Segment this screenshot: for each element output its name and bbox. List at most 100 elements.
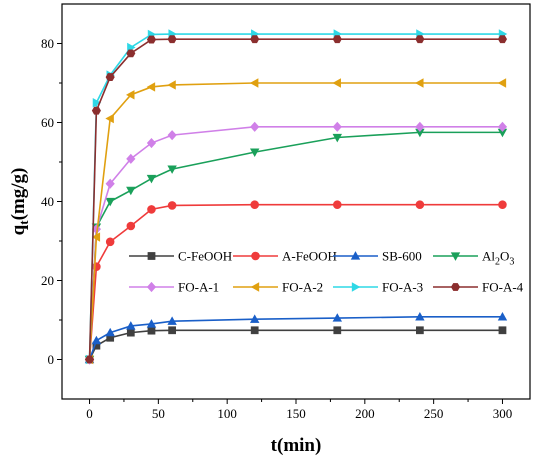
- data-point: [415, 35, 425, 44]
- x-axis-title: t(min): [271, 435, 322, 456]
- legend-entry: FO-A-4: [433, 280, 524, 295]
- data-point: [167, 201, 177, 210]
- data-point: [146, 137, 157, 149]
- data-point: [497, 312, 508, 321]
- series-line: [88, 82, 503, 360]
- series-A-FeOOH: [85, 200, 507, 364]
- series-line: [88, 316, 503, 360]
- data-point: [146, 82, 156, 92]
- legend-swatch-marker: [147, 252, 156, 260]
- legend-entry: A-FeOOH: [233, 249, 337, 264]
- plot-frame: [61, 3, 531, 400]
- legend-label: SB-600: [382, 249, 422, 264]
- legend-entry: Al2O3: [433, 249, 514, 268]
- legend-entry: C-FeOOH: [129, 249, 232, 264]
- legend-label: FO-A-3: [382, 280, 423, 295]
- data-point: [498, 200, 507, 209]
- data-point: [167, 316, 177, 325]
- data-point: [333, 200, 342, 209]
- data-point: [146, 174, 157, 184]
- legend-swatch-marker: [350, 251, 361, 260]
- series-line: [88, 131, 503, 360]
- data-point: [332, 35, 342, 44]
- data-point: [333, 326, 342, 335]
- legend: C-FeOOH A-FeOOH SB-600 Al2O3 FO-A-1 FO-A-2 FO-…: [129, 249, 524, 295]
- data-point: [249, 314, 260, 323]
- series-layer: [84, 29, 508, 365]
- axes-layer: 0 50 100 150 200 250 300 0 20 40 60 80: [41, 3, 531, 421]
- data-point: [416, 326, 424, 335]
- data-point: [332, 121, 342, 132]
- data-point: [249, 148, 260, 157]
- data-point: [332, 78, 341, 88]
- legend-entry: FO-A-3: [333, 280, 423, 295]
- data-point: [167, 130, 177, 141]
- series-FO-A-1: [84, 121, 508, 365]
- legend-label-part: 3: [509, 257, 514, 268]
- y-axis-title: qt(mg/g): [8, 168, 31, 236]
- data-point: [126, 321, 136, 330]
- data-point: [147, 326, 156, 335]
- legend-swatch-marker: [351, 282, 361, 292]
- legend-label-part: Al: [482, 249, 495, 264]
- data-point: [126, 328, 135, 337]
- data-point: [415, 121, 425, 132]
- data-point: [105, 73, 115, 82]
- legend-label-part: O: [500, 249, 509, 264]
- data-point: [167, 165, 177, 174]
- data-point: [415, 312, 425, 321]
- legend-swatch-marker: [146, 281, 157, 293]
- data-point: [250, 326, 259, 335]
- series-line: [88, 126, 503, 360]
- data-point: [147, 205, 156, 214]
- y-tick-label: 20: [41, 273, 54, 288]
- x-tick-label: 150: [286, 406, 306, 421]
- data-point: [105, 178, 115, 189]
- x-tick-label: 50: [152, 406, 165, 421]
- x-tick-label: 250: [424, 406, 444, 421]
- legend-label-part: 2: [495, 257, 500, 268]
- data-point: [497, 78, 507, 88]
- data-point: [126, 153, 136, 164]
- x-tick-label: 300: [493, 406, 513, 421]
- y-tick-label: 60: [41, 115, 54, 130]
- data-point: [250, 200, 259, 209]
- y-axis-title-unit: (mg/g): [8, 168, 29, 221]
- data-point: [91, 232, 101, 242]
- data-point: [146, 319, 157, 328]
- series-FO-A-2: [84, 78, 507, 365]
- series-line: [88, 203, 503, 360]
- y-axis-title-subscript: t: [16, 220, 31, 225]
- x-tick-label: 100: [217, 406, 237, 421]
- data-point: [497, 35, 508, 44]
- series-line: [88, 33, 503, 360]
- legend-swatch-marker: [450, 252, 461, 261]
- x-tick-label: 0: [86, 406, 93, 421]
- data-point: [84, 355, 95, 364]
- data-point: [415, 78, 424, 88]
- data-point: [168, 326, 176, 335]
- legend-swatch-marker: [250, 282, 260, 292]
- data-point: [92, 98, 102, 108]
- data-point: [91, 335, 102, 345]
- legend-label: Al2O3: [482, 249, 514, 268]
- data-point: [250, 121, 260, 132]
- data-point: [105, 237, 115, 247]
- legend-entry: FO-A-1: [129, 280, 219, 295]
- data-point: [497, 121, 508, 132]
- y-tick-label: 80: [41, 36, 54, 51]
- x-tick-label: 200: [355, 406, 375, 421]
- series-FO-A-3: [85, 29, 508, 365]
- data-point: [249, 78, 259, 88]
- series-SB-600: [84, 312, 508, 364]
- series-line: [88, 38, 503, 360]
- series-C-FeOOH: [85, 326, 507, 364]
- data-point: [126, 90, 135, 100]
- data-point: [167, 35, 177, 44]
- data-point: [332, 313, 343, 322]
- series-FO-A-4: [84, 35, 508, 364]
- data-point: [126, 221, 136, 231]
- legend-swatch-marker: [450, 283, 461, 291]
- legend-entry: SB-600: [333, 249, 422, 264]
- data-point: [105, 327, 115, 337]
